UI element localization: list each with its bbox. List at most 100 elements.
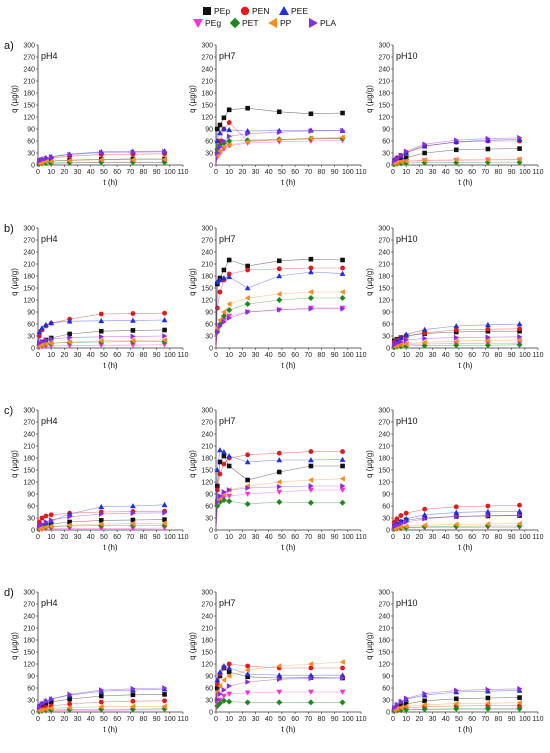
y-tick-label: 60 bbox=[382, 685, 390, 692]
panel-c-ph7: 0 30 60 90 120 150 180 210 240 270 300 0 10 20 30 40 50 6… bbox=[188, 407, 367, 552]
y-tick-label: 270 bbox=[201, 419, 213, 426]
series-pp bbox=[36, 703, 167, 714]
legend-label: PLA bbox=[320, 18, 336, 28]
x-tick-label: 70 bbox=[481, 534, 489, 541]
x-tick-label: 40 bbox=[442, 352, 450, 359]
y-tick-label: 150 bbox=[201, 467, 213, 474]
data-point bbox=[398, 152, 404, 159]
x-tick-label: 110 bbox=[177, 716, 188, 723]
y-tick-label: 60 bbox=[205, 503, 213, 510]
data-point bbox=[244, 138, 250, 145]
data-point bbox=[98, 317, 105, 324]
x-tick-label: 10 bbox=[402, 352, 410, 359]
x-tick-label: 60 bbox=[468, 534, 476, 541]
series-pee bbox=[36, 317, 168, 349]
y-axis-label: q (µg/g) bbox=[188, 450, 197, 478]
data-point bbox=[340, 675, 346, 681]
series-pep bbox=[215, 453, 345, 531]
x-tick-label: 50 bbox=[100, 716, 108, 723]
data-point bbox=[221, 144, 227, 150]
y-tick-label: 30 bbox=[27, 697, 35, 704]
data-point bbox=[276, 457, 283, 463]
data-point bbox=[422, 141, 428, 148]
data-point bbox=[130, 342, 136, 349]
x-axis-label: t (h) bbox=[458, 725, 473, 734]
data-point bbox=[221, 115, 227, 121]
data-point bbox=[453, 513, 460, 520]
y-tick-label: 0 bbox=[386, 345, 390, 352]
data-point bbox=[48, 335, 55, 342]
data-point bbox=[244, 301, 251, 307]
data-point bbox=[130, 510, 136, 517]
data-point bbox=[67, 519, 72, 525]
legend-item-pen: PEN bbox=[240, 6, 269, 16]
series-pla bbox=[37, 333, 168, 349]
y-tick-label: 210 bbox=[201, 261, 213, 268]
data-point bbox=[67, 151, 73, 158]
x-tick-label: 20 bbox=[238, 169, 246, 176]
data-point bbox=[453, 342, 460, 349]
y-tick-label: 60 bbox=[205, 685, 213, 692]
data-point bbox=[214, 279, 221, 285]
y-tick-label: 30 bbox=[382, 150, 390, 157]
data-point bbox=[485, 135, 491, 142]
data-point bbox=[244, 501, 251, 507]
legend: PEp PEN PEE PEg PET PP PLA bbox=[193, 6, 336, 29]
data-point bbox=[244, 699, 251, 706]
data-point bbox=[340, 265, 345, 271]
data-point bbox=[214, 138, 221, 144]
x-tick-label: 40 bbox=[442, 716, 450, 723]
data-point bbox=[221, 275, 227, 281]
data-point bbox=[339, 659, 345, 665]
data-point bbox=[161, 522, 168, 529]
data-point bbox=[98, 333, 105, 340]
data-point bbox=[340, 305, 346, 312]
data-point bbox=[43, 321, 49, 328]
x-tick-label: 0 bbox=[391, 716, 395, 723]
data-point bbox=[394, 155, 400, 162]
x-tick-label: 90 bbox=[331, 716, 339, 723]
data-point bbox=[226, 257, 232, 263]
data-point bbox=[516, 705, 523, 712]
data-point bbox=[48, 340, 54, 347]
y-tick-label: 150 bbox=[23, 649, 35, 656]
x-tick-label: 110 bbox=[177, 169, 188, 176]
data-point bbox=[276, 499, 283, 505]
y-tick-label: 120 bbox=[23, 297, 35, 304]
data-point bbox=[308, 265, 314, 271]
data-point bbox=[98, 687, 105, 693]
x-tick-label: 30 bbox=[74, 716, 82, 723]
data-point bbox=[98, 699, 104, 705]
data-point bbox=[276, 273, 283, 279]
data-point bbox=[226, 487, 233, 493]
data-point bbox=[308, 135, 314, 142]
data-point bbox=[221, 461, 227, 467]
x-tick-label: 70 bbox=[304, 534, 312, 541]
y-tick-label: 270 bbox=[201, 601, 213, 608]
data-point bbox=[403, 341, 409, 347]
data-point bbox=[403, 701, 409, 707]
data-point bbox=[226, 683, 233, 689]
x-tick-label: 60 bbox=[468, 352, 476, 359]
x-tick-label: 60 bbox=[113, 169, 121, 176]
y-tick-label: 0 bbox=[209, 527, 213, 534]
data-point bbox=[217, 459, 223, 465]
y-tick-label: 30 bbox=[27, 150, 35, 157]
fit-line bbox=[215, 130, 343, 166]
x-tick-label: 30 bbox=[74, 534, 82, 541]
data-point bbox=[276, 672, 283, 678]
data-point bbox=[98, 703, 104, 710]
data-point bbox=[48, 158, 54, 165]
data-point bbox=[422, 515, 428, 522]
series-pla bbox=[392, 134, 523, 166]
x-tick-label: 70 bbox=[126, 169, 134, 176]
data-point bbox=[398, 341, 404, 348]
data-point bbox=[130, 337, 136, 344]
data-point bbox=[339, 699, 346, 706]
x-tick-label: 40 bbox=[265, 716, 273, 723]
y-tick-label: 300 bbox=[201, 589, 213, 596]
x-tick-label: 80 bbox=[318, 352, 326, 359]
x-tick-label: 0 bbox=[391, 169, 395, 176]
y-tick-label: 300 bbox=[23, 42, 35, 49]
data-point bbox=[214, 305, 220, 311]
